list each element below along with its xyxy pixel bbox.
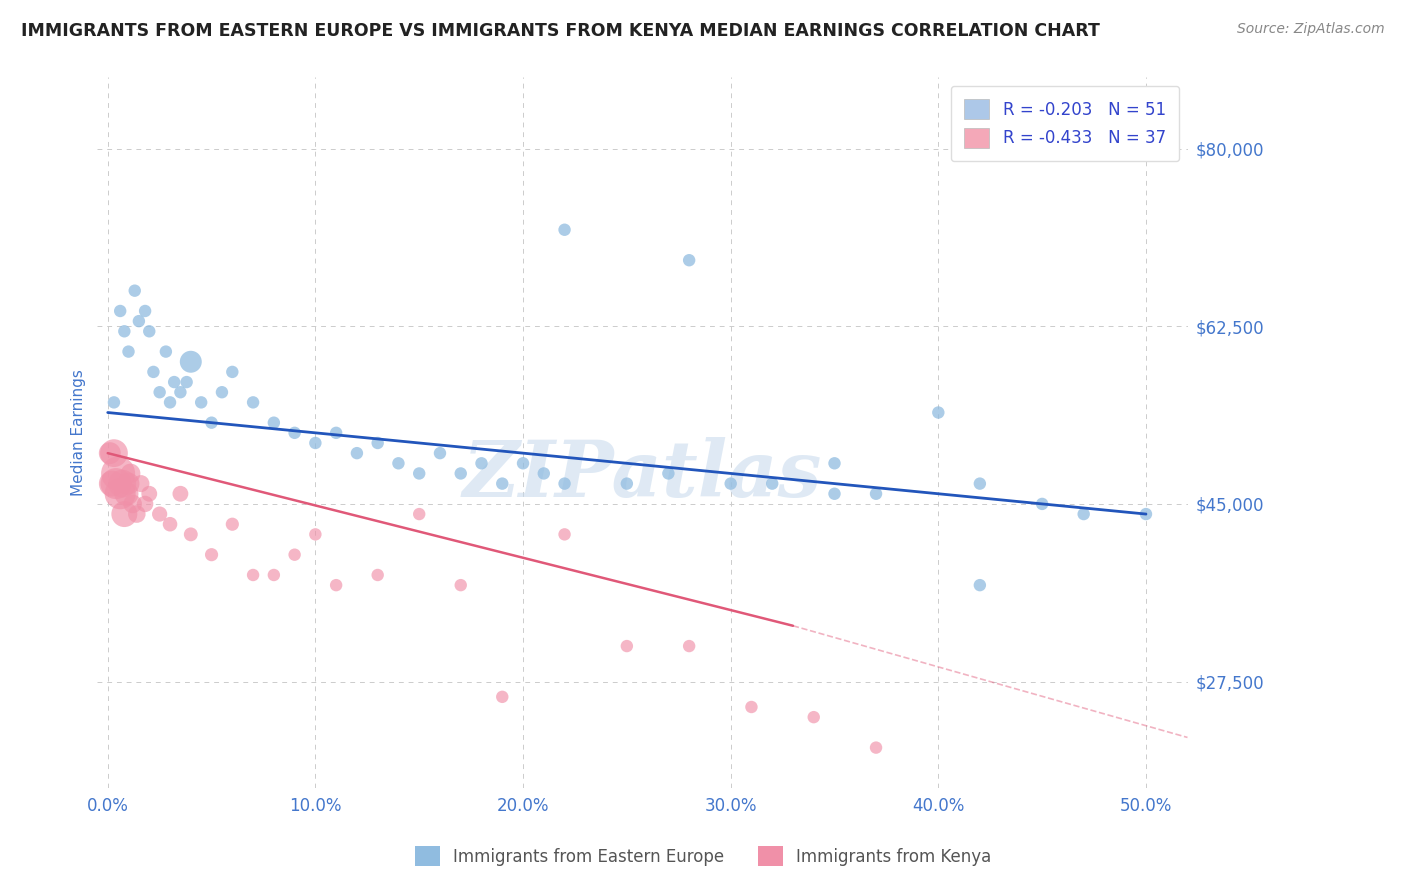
Point	[200, 548, 222, 562]
Point	[105, 476, 128, 491]
Point	[124, 284, 146, 298]
Point	[221, 365, 243, 379]
Point	[149, 507, 172, 521]
Point	[112, 324, 135, 338]
Point	[304, 436, 326, 450]
Point	[678, 639, 700, 653]
Text: ZIPatlas: ZIPatlas	[463, 437, 823, 514]
Point	[865, 487, 887, 501]
Point	[112, 507, 135, 521]
Point	[491, 476, 513, 491]
Point	[1135, 507, 1157, 521]
Point	[367, 436, 389, 450]
Point	[121, 497, 143, 511]
Point	[450, 578, 472, 592]
Point	[221, 517, 243, 532]
Point	[616, 476, 638, 491]
Point	[824, 456, 846, 470]
Point	[180, 527, 202, 541]
Point	[242, 395, 264, 409]
Point	[554, 476, 576, 491]
Point	[138, 324, 160, 338]
Point	[108, 304, 131, 318]
Point	[325, 425, 347, 440]
Point	[111, 476, 134, 491]
Point	[211, 385, 233, 400]
Point	[103, 395, 125, 409]
Legend: Immigrants from Eastern Europe, Immigrants from Kenya: Immigrants from Eastern Europe, Immigran…	[406, 838, 1000, 875]
Point	[108, 487, 131, 501]
Point	[138, 487, 160, 501]
Legend: R = -0.203   N = 51, R = -0.433   N = 37: R = -0.203 N = 51, R = -0.433 N = 37	[950, 86, 1180, 161]
Point	[533, 467, 555, 481]
Text: Source: ZipAtlas.com: Source: ZipAtlas.com	[1237, 22, 1385, 37]
Point	[450, 467, 472, 481]
Point	[107, 467, 129, 481]
Point	[190, 395, 212, 409]
Point	[387, 456, 409, 470]
Point	[865, 740, 887, 755]
Point	[115, 487, 138, 501]
Point	[134, 497, 156, 511]
Point	[367, 568, 389, 582]
Point	[134, 304, 156, 318]
Point	[129, 476, 152, 491]
Point	[761, 476, 783, 491]
Point	[969, 578, 991, 592]
Point	[176, 375, 198, 389]
Point	[512, 456, 534, 470]
Text: IMMIGRANTS FROM EASTERN EUROPE VS IMMIGRANTS FROM KENYA MEDIAN EARNINGS CORRELAT: IMMIGRANTS FROM EASTERN EUROPE VS IMMIGR…	[21, 22, 1099, 40]
Point	[98, 446, 121, 460]
Point	[101, 476, 124, 491]
Point	[429, 446, 451, 460]
Point	[803, 710, 825, 724]
Point	[117, 344, 139, 359]
Point	[200, 416, 222, 430]
Point	[242, 568, 264, 582]
Point	[169, 385, 191, 400]
Point	[180, 355, 202, 369]
Point	[125, 507, 148, 521]
Point	[1073, 507, 1095, 521]
Point	[927, 405, 949, 419]
Point	[263, 416, 285, 430]
Point	[408, 467, 430, 481]
Point	[657, 467, 679, 481]
Point	[149, 385, 172, 400]
Point	[159, 517, 181, 532]
Point	[163, 375, 186, 389]
Point	[128, 314, 150, 328]
Point	[304, 527, 326, 541]
Point	[284, 425, 307, 440]
Point	[142, 365, 165, 379]
Point	[554, 527, 576, 541]
Point	[616, 639, 638, 653]
Point	[284, 548, 307, 562]
Point	[159, 395, 181, 409]
Point	[155, 344, 177, 359]
Point	[120, 467, 142, 481]
Point	[103, 446, 125, 460]
Point	[678, 253, 700, 268]
Point	[346, 446, 368, 460]
Point	[117, 476, 139, 491]
Point	[263, 568, 285, 582]
Point	[169, 487, 191, 501]
Point	[1031, 497, 1053, 511]
Point	[325, 578, 347, 592]
Point	[720, 476, 742, 491]
Point	[491, 690, 513, 704]
Point	[740, 700, 762, 714]
Y-axis label: Median Earnings: Median Earnings	[72, 369, 86, 496]
Point	[470, 456, 492, 470]
Point	[969, 476, 991, 491]
Point	[554, 223, 576, 237]
Point	[408, 507, 430, 521]
Point	[824, 487, 846, 501]
